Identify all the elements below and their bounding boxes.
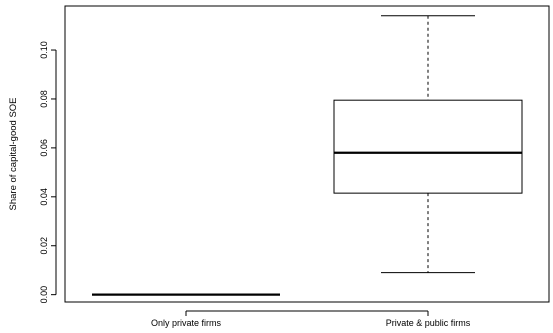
- box-2: [333, 15, 523, 274]
- y-tick-label: 0.08: [39, 90, 49, 108]
- boxes-group: [92, 15, 523, 296]
- y-tick-label: 0.06: [39, 139, 49, 157]
- plot-frame: [64, 5, 550, 303]
- x-axis: Only private firms Private & public firms: [151, 310, 471, 328]
- y-tick-label: 0.04: [39, 188, 49, 206]
- y-axis: 0.00 0.02 0.04 0.06 0.08 0.10: [39, 41, 57, 304]
- box-iqr: [333, 99, 523, 194]
- y-tick-label: 0.10: [39, 41, 49, 59]
- y-axis-title: Share of capital-good SOE: [8, 97, 19, 210]
- y-tick-label: 0.02: [39, 237, 49, 255]
- x-tick-label: Private & public firms: [386, 318, 471, 328]
- x-tick-label: Only private firms: [151, 318, 222, 328]
- y-tick-label: 0.00: [39, 286, 49, 304]
